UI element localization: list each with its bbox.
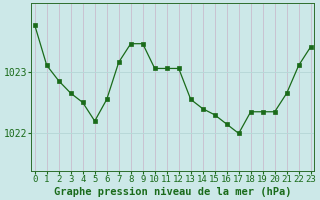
- X-axis label: Graphe pression niveau de la mer (hPa): Graphe pression niveau de la mer (hPa): [54, 186, 292, 197]
